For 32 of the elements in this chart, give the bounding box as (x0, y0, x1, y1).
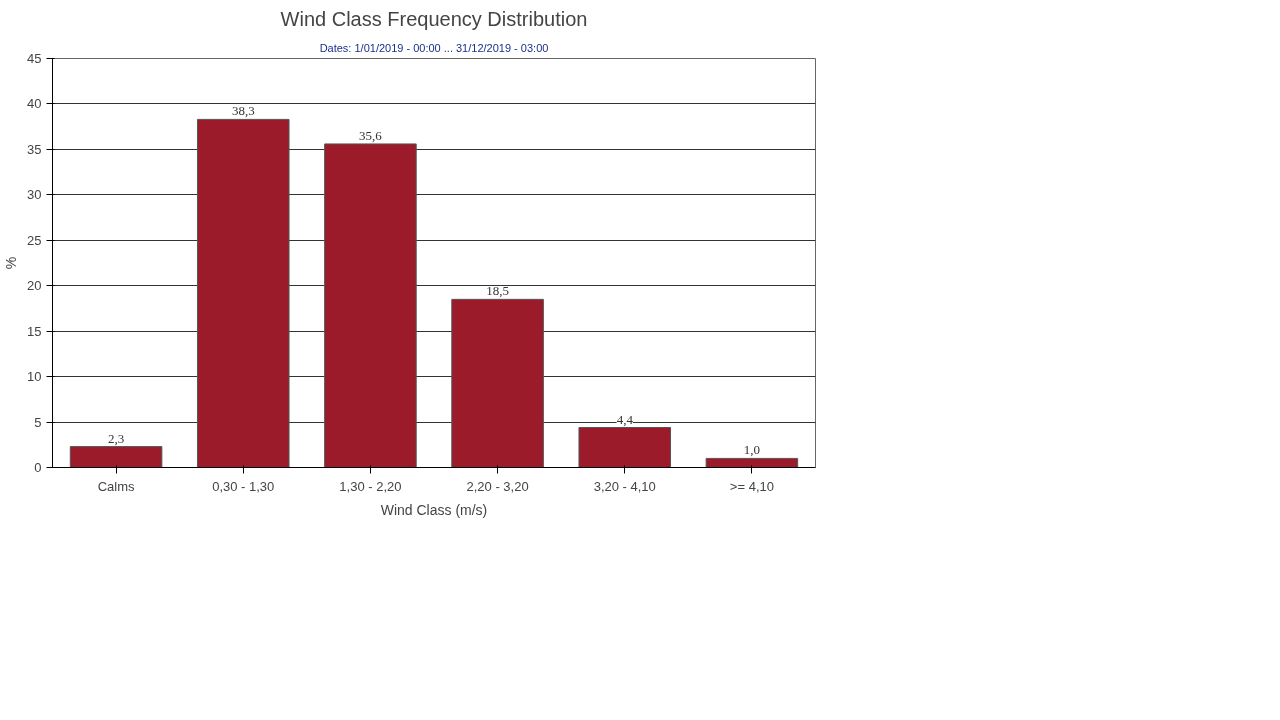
bar (69, 446, 163, 468)
x-tick-label: 2,20 - 3,20 (466, 478, 529, 494)
bar (196, 118, 290, 468)
x-tick-label: 1,30 - 2,20 (339, 478, 402, 494)
y-axis-title: % (3, 256, 20, 270)
bar (578, 427, 672, 468)
bar (705, 457, 799, 468)
x-tick-label: 0,30 - 1,30 (212, 478, 275, 494)
y-tick-label: 25 (27, 232, 42, 248)
chart-title: Wind Class Frequency Distribution (280, 7, 588, 30)
chart-subtitle: Dates: 1/01/2019 - 00:00 ... 31/12/2019 - 03:00 (319, 41, 549, 54)
data-label: 38,3 (231, 103, 255, 119)
bar (324, 143, 417, 468)
y-tick-label: 5 (34, 414, 42, 430)
y-tick-label: 0 (34, 460, 42, 475)
x-tick-label: 3,20 - 4,10 (593, 478, 656, 494)
data-label: 1,0 (743, 442, 761, 458)
y-tick-label: 45 (27, 51, 42, 66)
y-tick-label: 40 (27, 96, 42, 112)
x-tick-label: >= 4,10 (729, 478, 774, 494)
data-label: 18,5 (486, 283, 509, 299)
y-tick-label: 20 (27, 278, 42, 294)
data-label: 4,4 (616, 411, 634, 427)
x-axis-title: Wind Class (m/s) (380, 501, 488, 518)
y-tick-label: 30 (27, 187, 42, 203)
y-tick-label: 15 (27, 323, 42, 339)
data-label: 35,6 (359, 127, 383, 143)
bar (451, 298, 544, 468)
y-tick-label: 10 (27, 369, 42, 385)
x-tick-label: Calms (97, 478, 135, 494)
data-label: 2,3 (107, 430, 125, 446)
y-tick-label: 35 (27, 141, 42, 157)
